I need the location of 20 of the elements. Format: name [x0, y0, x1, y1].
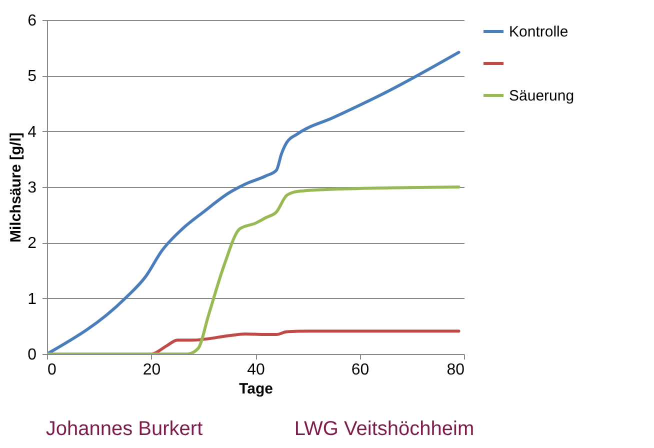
y-tick-label: 5	[28, 68, 37, 86]
y-axis-title: Milchsäure [g/l]	[8, 132, 25, 243]
y-tick-label: 0	[28, 346, 37, 364]
y-tick-label: 3	[28, 180, 37, 196]
y-tick-label: 4	[28, 124, 37, 141]
x-tick-label: 80	[446, 362, 465, 378]
line-series	[47, 50, 460, 354]
legend-label: Säuerung	[509, 88, 574, 104]
y-tick-label: 1	[28, 290, 37, 308]
x-tick-label: 20	[142, 362, 161, 378]
text: Johannes Burkert	[46, 418, 203, 441]
line-series	[47, 186, 460, 354]
x-tick-label: 40	[247, 362, 265, 378]
legend-label: Kontrolle	[509, 24, 568, 40]
text: LWG Veitshöchheim	[294, 418, 474, 441]
y-tick-label: 2	[28, 235, 37, 252]
y-tick-label: 6	[28, 12, 37, 30]
x-tick-label: 60	[351, 362, 370, 378]
x-axis-title: Tage	[239, 380, 273, 398]
x-tick-label: 0	[48, 362, 56, 378]
